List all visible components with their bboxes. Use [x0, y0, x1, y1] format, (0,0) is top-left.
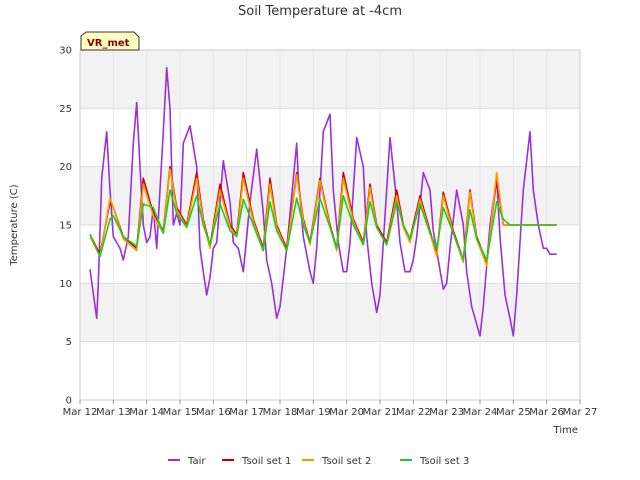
x-tick-label: Mar 23: [429, 407, 464, 418]
legend-entry: Tsoil set 3: [419, 456, 469, 467]
background-band: [80, 283, 580, 342]
background-band: [80, 225, 580, 284]
x-tick-label: Mar 27: [563, 407, 598, 418]
y-tick-label: 25: [59, 104, 72, 115]
x-tick-label: Mar 13: [96, 407, 131, 418]
x-tick-label: Mar 24: [463, 407, 498, 418]
background-band: [80, 50, 580, 109]
x-tick-label: Mar 21: [363, 407, 398, 418]
series-line-tsoil-set-3: [89, 189, 557, 261]
y-axis-label: Temperature (C): [9, 184, 20, 266]
x-axis-label: Time: [553, 425, 578, 436]
y-tick-label: 15: [59, 221, 72, 232]
y-tick-label: 20: [59, 162, 72, 173]
x-tick-label: Mar 16: [196, 407, 231, 418]
y-tick-label: 30: [59, 46, 72, 57]
series-lines: [89, 66, 557, 337]
station-badge: VR_met: [80, 31, 140, 51]
chart-title: Soil Temperature at -4cm: [238, 4, 402, 19]
x-tick-label: Mar 18: [263, 407, 298, 418]
x-tick-label: Mar 14: [129, 407, 164, 418]
x-tick-label: Mar 17: [229, 407, 264, 418]
series-line-tair: [89, 66, 557, 337]
legend-entry: Tsoil set 1: [241, 456, 291, 467]
y-tick-label: 10: [59, 279, 72, 290]
background-band: [80, 341, 580, 400]
x-tick-label: Mar 19: [296, 407, 331, 418]
plot-border: [79, 49, 581, 401]
y-tick-label: 5: [66, 337, 72, 348]
legend-entry: Tsoil set 2: [321, 456, 371, 467]
station-badge-label: VR_met: [87, 38, 130, 49]
x-tick-label: Mar 20: [329, 407, 364, 418]
station-badge-shape: [80, 31, 140, 51]
x-tick-label: Mar 25: [496, 407, 531, 418]
y-axis-ticks: 0 5 10 15 20 25 30: [59, 46, 72, 407]
legend-entry: Tair: [187, 456, 206, 467]
y-tick-label: 0: [66, 396, 72, 407]
x-tick-label: Mar 26: [529, 407, 564, 418]
legend: Tair Tsoil set 1 Tsoil set 2 Tsoil set 3: [168, 456, 469, 467]
x-tick-label: Mar 22: [396, 407, 431, 418]
x-tick-label: Mar 12: [63, 407, 98, 418]
x-tick-label: Mar 15: [163, 407, 198, 418]
